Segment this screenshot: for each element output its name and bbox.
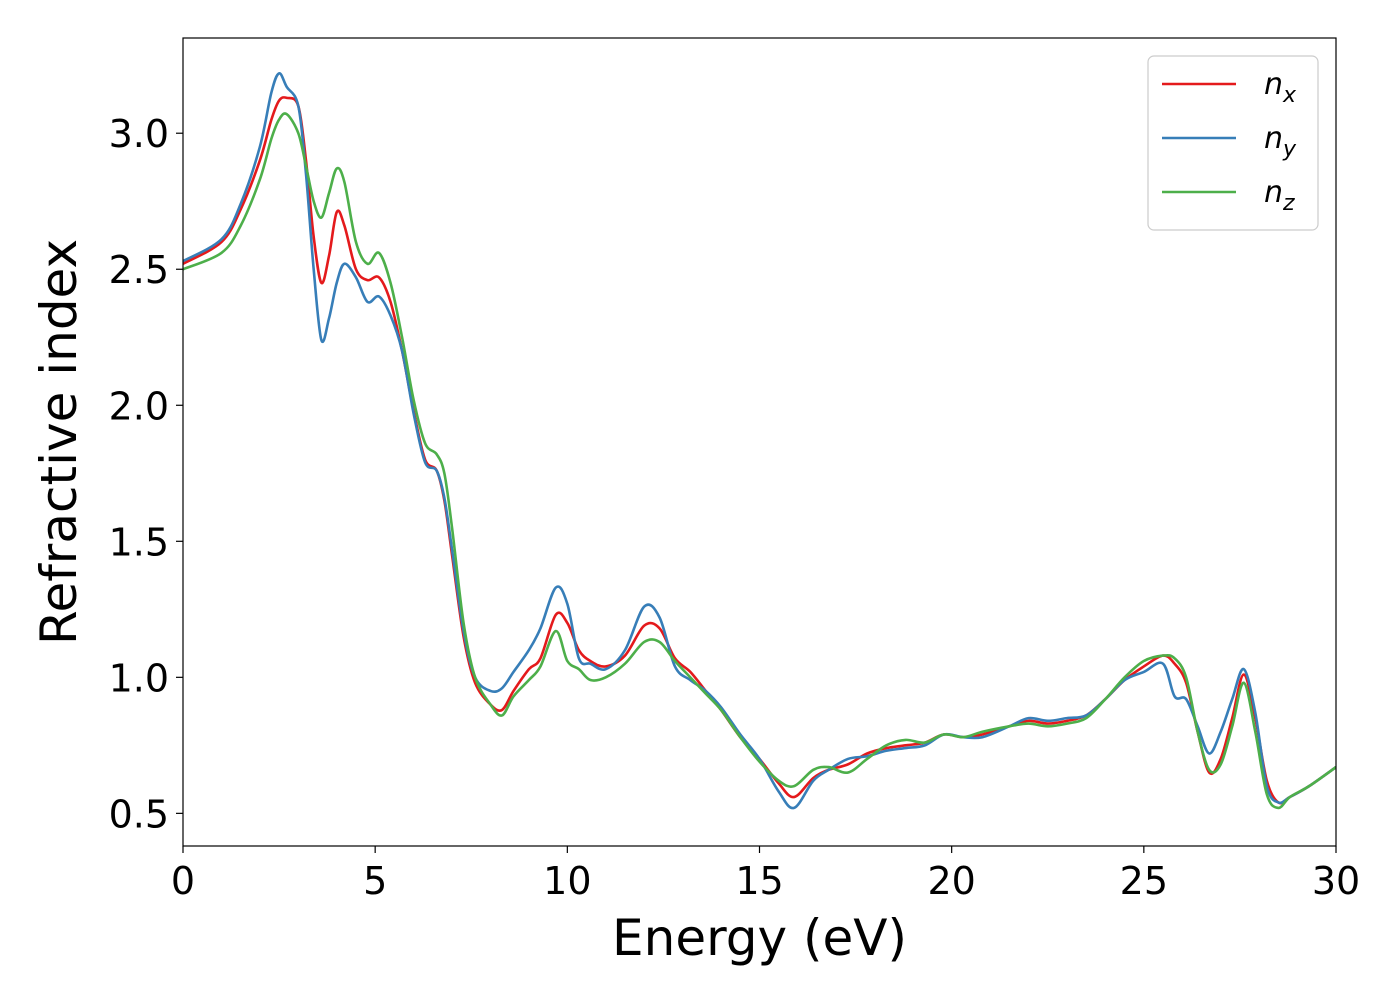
y-axis-title: Refractive index — [30, 239, 88, 645]
legend-box — [1147, 55, 1319, 231]
x-axis-ticks: 0 5 10 15 20 25 30 — [171, 846, 1360, 903]
legend-label-z: nz — [1264, 175, 1295, 216]
y-axis-ticks: 0.5 1.0 1.5 2.0 2.5 3.0 — [109, 112, 183, 836]
y-tick-label: 0.5 — [109, 792, 169, 836]
x-tick-label: 10 — [543, 859, 591, 903]
x-tick-label: 0 — [171, 859, 195, 903]
x-tick-label: 25 — [1120, 859, 1168, 903]
series-line-z — [183, 112, 1336, 810]
y-tick-label: 3.0 — [109, 112, 169, 156]
y-tick-label: 2.0 — [109, 384, 169, 428]
y-tick-label: 1.5 — [109, 520, 169, 564]
x-tick-label: 15 — [735, 859, 783, 903]
legend-label-y: ny — [1264, 121, 1297, 162]
x-tick-label: 30 — [1312, 859, 1360, 903]
legend: nx ny nz — [1147, 55, 1319, 231]
x-tick-label: 5 — [363, 859, 387, 903]
x-axis-title: Energy (eV) — [612, 909, 907, 967]
x-tick-label: 20 — [927, 859, 975, 903]
y-tick-label: 2.5 — [109, 248, 169, 292]
y-tick-label: 1.0 — [109, 656, 169, 700]
legend-label-x: nx — [1264, 67, 1297, 108]
plot-lines — [183, 72, 1336, 810]
